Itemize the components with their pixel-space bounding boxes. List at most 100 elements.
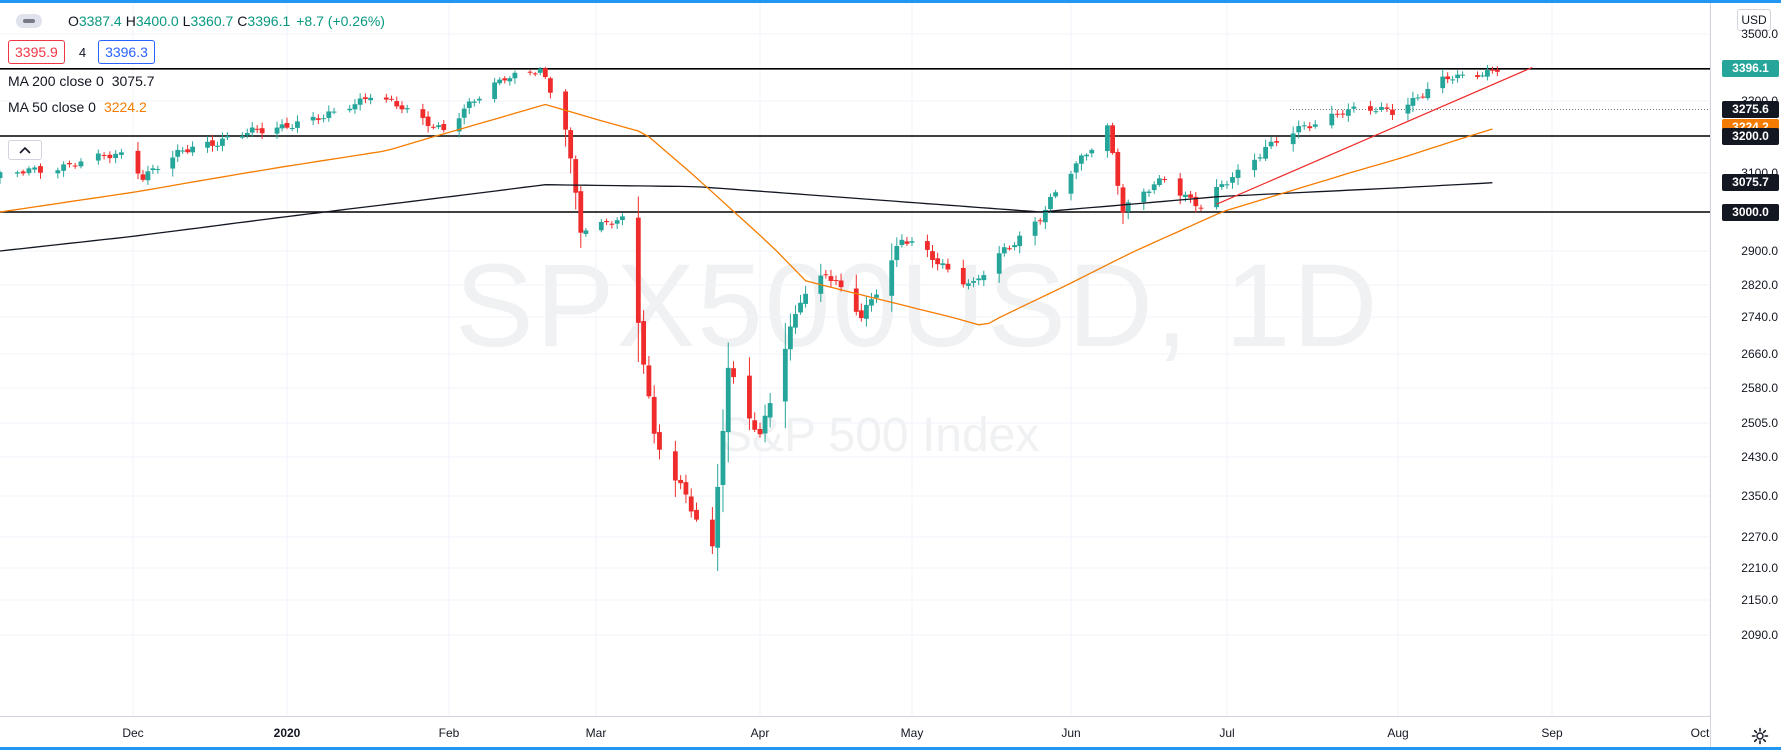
candle-up	[239, 136, 245, 138]
ma200-legend[interactable]: MA 200 close 0 3075.7	[8, 68, 385, 94]
candle-down	[66, 162, 72, 165]
candle-up	[1146, 191, 1152, 193]
candle-up	[899, 239, 905, 245]
candle-up	[1450, 79, 1456, 81]
candle-up	[205, 141, 210, 148]
level-3200-label: 3200.0	[1722, 127, 1779, 145]
candle-up	[1455, 74, 1461, 79]
minus-icon	[23, 19, 35, 23]
candle-down	[284, 122, 290, 128]
candle-up	[61, 164, 67, 171]
candle-up	[497, 79, 503, 84]
candle-up	[1219, 184, 1225, 187]
candle-down	[646, 365, 652, 397]
candle-up	[220, 138, 225, 146]
candle-down	[731, 368, 736, 378]
ma50-label: MA 50 close 0	[8, 99, 96, 115]
candle-up	[614, 220, 620, 224]
candle-up	[492, 82, 498, 99]
candle-down	[945, 263, 951, 270]
candle-up	[1048, 196, 1053, 210]
legend-toggle-button[interactable]	[8, 140, 42, 160]
candle-up	[874, 294, 879, 298]
price-tick: 2505.0	[1741, 416, 1778, 430]
candle-up	[720, 430, 726, 485]
candle-down	[135, 150, 141, 174]
candle-up	[1125, 202, 1131, 212]
candle-down	[389, 98, 394, 100]
time-tick: Sep	[1541, 726, 1563, 740]
candle-down	[210, 140, 215, 146]
candle-down	[757, 429, 763, 435]
low-key: L	[182, 13, 191, 29]
candle-up	[788, 326, 793, 350]
sell-price-button[interactable]: 3395.9	[8, 40, 65, 64]
ma50-legend[interactable]: MA 50 close 0 3224.2	[8, 94, 385, 120]
candle-up	[113, 153, 119, 159]
candle-up	[1141, 191, 1147, 203]
candle-down	[858, 310, 864, 319]
candle-up	[180, 150, 186, 152]
candle-down	[430, 126, 436, 128]
candle-up	[352, 104, 358, 110]
candle-down	[547, 78, 553, 93]
candle-up	[1405, 104, 1411, 114]
candle-up	[869, 299, 874, 306]
time-tick: Aug	[1387, 726, 1409, 740]
price-tick: 3500.0	[1741, 27, 1778, 41]
price-tick: 2210.0	[1741, 561, 1778, 575]
candle-up	[155, 169, 161, 171]
candle-down	[1475, 75, 1480, 77]
candle-up	[436, 125, 441, 128]
candle-up	[55, 170, 61, 174]
candle-down	[1193, 196, 1199, 207]
time-scale[interactable]	[0, 716, 1710, 748]
candle-up	[310, 116, 316, 121]
ma200-line	[0, 182, 1493, 252]
price-tick: 2090.0	[1741, 628, 1778, 642]
price-tick: 2350.0	[1741, 489, 1778, 503]
candle-down	[838, 280, 844, 288]
candle-down	[502, 78, 508, 81]
candle-up	[1485, 70, 1490, 77]
gear-icon[interactable]	[1751, 727, 1769, 745]
time-tick: Jun	[1061, 726, 1081, 740]
candle-up	[1230, 177, 1235, 183]
candle-down	[823, 274, 829, 276]
candle-down	[672, 451, 678, 481]
candle-up	[244, 133, 250, 136]
time-tick: Mar	[585, 726, 607, 740]
legend-collapse-button[interactable]	[16, 14, 42, 28]
candle-down	[1384, 107, 1390, 109]
candle-up	[78, 161, 84, 167]
candle-up	[1105, 125, 1110, 152]
candle-up	[119, 152, 124, 155]
candle-up	[1415, 97, 1421, 99]
candle-down	[828, 276, 834, 282]
candle-up	[321, 118, 326, 120]
candle-down	[362, 97, 368, 100]
time-tick: Oct	[1690, 726, 1710, 740]
candle-down	[383, 97, 389, 100]
change-value: +8.7 (+0.26%)	[296, 13, 385, 29]
candle-up	[620, 216, 625, 221]
level-3275-label: 3275.6	[1722, 101, 1779, 119]
price-chart-pane[interactable]	[0, 3, 1710, 716]
candle-down	[578, 191, 584, 233]
candle-up	[909, 241, 915, 243]
ma200-price-label: 3075.7	[1722, 173, 1779, 191]
candle-up	[1373, 111, 1379, 113]
candle-up	[295, 121, 300, 128]
candle-up	[598, 222, 604, 231]
candle-down	[1420, 96, 1426, 98]
candle-up	[1235, 169, 1241, 178]
currency-button[interactable]: USD	[1737, 9, 1771, 31]
bid-ask-row: 3395.9 4 3396.3	[8, 40, 385, 64]
candle-down	[1115, 151, 1121, 186]
candle-up	[1296, 126, 1302, 133]
candle-down	[709, 519, 715, 547]
buy-price-button[interactable]: 3396.3	[98, 40, 155, 64]
close-key: C	[237, 13, 248, 29]
candle-down	[1162, 178, 1167, 180]
candle-up	[1053, 192, 1059, 197]
